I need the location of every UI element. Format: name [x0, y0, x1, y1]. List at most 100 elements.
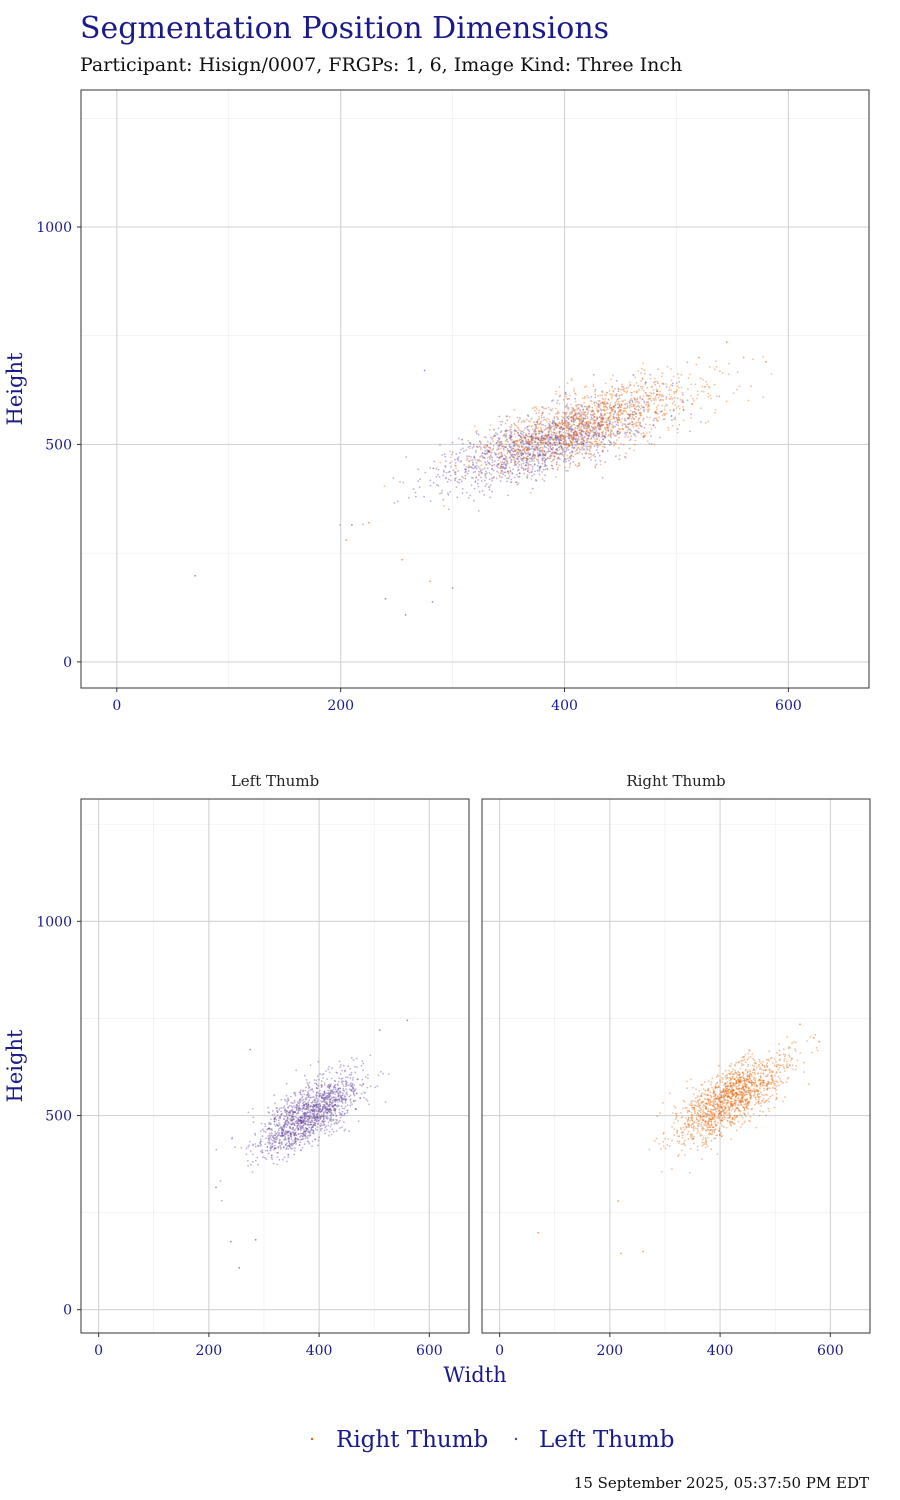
data-point	[494, 453, 497, 456]
data-point	[283, 1156, 286, 1159]
data-point	[248, 1144, 251, 1147]
data-point	[608, 416, 610, 419]
data-point	[568, 434, 571, 437]
data-point	[722, 1072, 724, 1075]
data-point	[516, 473, 518, 476]
data-point	[555, 461, 558, 463]
data-point	[561, 428, 564, 431]
data-point	[508, 415, 511, 418]
data-point	[593, 431, 595, 433]
data-point	[418, 486, 421, 489]
data-point	[649, 423, 651, 426]
data-point	[572, 419, 575, 422]
data-point	[285, 1082, 288, 1085]
data-point	[650, 443, 653, 445]
data-point	[573, 420, 575, 423]
data-point	[568, 434, 570, 436]
data-point	[298, 1133, 300, 1135]
data-point	[295, 1143, 297, 1145]
data-point	[489, 448, 492, 450]
data-point	[294, 1132, 296, 1134]
outlier-point	[765, 360, 767, 363]
data-point	[501, 455, 504, 457]
data-point	[291, 1131, 294, 1134]
data-point	[532, 454, 535, 457]
data-point	[661, 382, 664, 385]
data-point	[522, 458, 524, 460]
data-point	[533, 448, 535, 451]
data-point	[760, 1079, 763, 1082]
data-point	[338, 1060, 341, 1063]
data-point	[603, 408, 606, 411]
data-point	[483, 494, 486, 496]
data-point	[555, 441, 557, 444]
data-point	[478, 470, 480, 473]
data-point	[301, 1110, 304, 1113]
data-point	[352, 1059, 355, 1061]
data-point	[605, 406, 607, 408]
data-point	[595, 418, 598, 421]
data-point	[329, 1117, 332, 1120]
data-point	[535, 479, 538, 482]
data-point	[772, 1070, 774, 1073]
data-point	[631, 413, 634, 416]
data-point	[530, 457, 533, 460]
data-point	[447, 508, 450, 511]
data-point	[583, 439, 585, 442]
data-point	[286, 1119, 289, 1121]
data-point	[643, 401, 646, 404]
data-point	[639, 385, 642, 388]
data-point	[589, 444, 592, 447]
data-point	[595, 463, 598, 466]
data-point	[437, 468, 440, 471]
data-point	[340, 1094, 343, 1097]
data-point	[541, 431, 544, 434]
data-point	[489, 458, 491, 460]
data-point	[572, 460, 574, 463]
series-left-thumb	[215, 1019, 409, 1269]
data-point	[556, 449, 559, 452]
data-point	[527, 447, 530, 450]
y-tick-label: 1000	[36, 914, 72, 930]
data-point	[684, 1154, 686, 1156]
data-point	[313, 1117, 316, 1120]
data-point	[665, 385, 668, 388]
data-point	[343, 1112, 346, 1115]
data-point	[748, 1049, 750, 1051]
data-point	[419, 478, 422, 481]
data-point	[611, 397, 613, 400]
data-point	[283, 1105, 286, 1107]
outlier-point	[378, 1029, 381, 1031]
data-point	[534, 440, 537, 443]
data-point	[254, 1143, 257, 1145]
data-point	[633, 433, 636, 436]
data-point	[639, 372, 642, 374]
data-point	[538, 447, 540, 450]
data-point	[511, 449, 513, 452]
data-point	[552, 439, 555, 441]
data-point	[534, 479, 537, 481]
data-point	[479, 460, 482, 462]
data-point	[537, 455, 539, 458]
data-point	[341, 1083, 344, 1085]
data-point	[336, 1083, 339, 1085]
data-point	[590, 416, 593, 419]
data-point	[369, 1054, 372, 1057]
data-point	[279, 1144, 281, 1147]
data-point	[499, 461, 502, 464]
data-point	[623, 387, 625, 390]
data-point	[581, 423, 584, 426]
data-point	[606, 419, 608, 421]
data-point	[464, 474, 467, 477]
data-point	[581, 441, 584, 444]
data-point	[566, 407, 569, 410]
data-point	[579, 418, 581, 421]
data-point	[297, 1128, 300, 1131]
outlier-point	[194, 574, 197, 577]
data-point	[527, 438, 530, 441]
data-point	[517, 434, 520, 436]
data-point	[743, 1058, 746, 1061]
data-point	[610, 408, 613, 411]
data-point	[250, 1163, 252, 1166]
data-point	[304, 1089, 307, 1092]
